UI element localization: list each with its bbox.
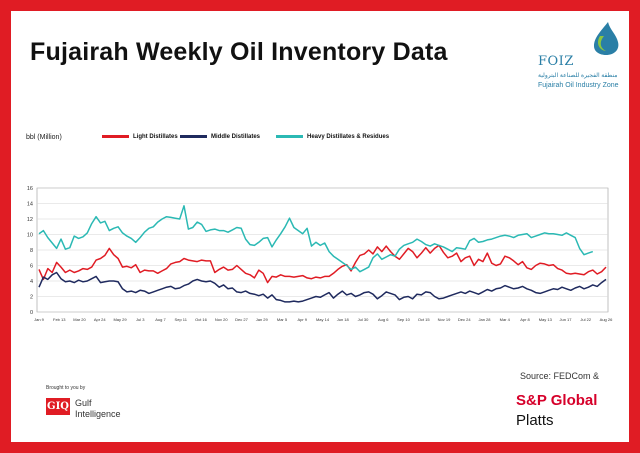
x-tick-label: Apr 24 xyxy=(94,317,107,322)
x-tick-label: Jul 22 xyxy=(580,317,591,322)
foiz-logo: FOIZ منطقة الفجيرة للصناعة البترولية Fuj… xyxy=(530,20,628,100)
y-tick-label: 12 xyxy=(27,217,33,223)
x-tick-label: Aug 6 xyxy=(378,317,389,322)
x-tick-label: Nov 20 xyxy=(215,317,228,322)
x-tick-label: Sep 10 xyxy=(397,317,410,322)
x-tick-label: May 29 xyxy=(113,317,127,322)
x-tick-label: Jan 28 xyxy=(478,317,491,322)
y-tick-label: 4 xyxy=(30,279,33,285)
x-tick-label: Dec 27 xyxy=(235,317,248,322)
content-panel xyxy=(11,11,629,442)
x-tick-label: Feb 13 xyxy=(53,317,66,322)
foiz-arabic-name: منطقة الفجيرة للصناعة البترولية xyxy=(538,73,618,79)
x-tick-label: Jun 18 xyxy=(337,317,350,322)
x-tick-label: May 14 xyxy=(316,317,330,322)
x-tick-label: Jan 29 xyxy=(256,317,269,322)
x-tick-label: Apr 9 xyxy=(297,317,307,322)
legend-swatch-heavy xyxy=(276,134,303,138)
x-tick-label: Jan 9 xyxy=(34,317,45,322)
y-tick-label: 2 xyxy=(30,295,33,301)
y-tick-label: 16 xyxy=(27,186,33,192)
x-tick-label: Nov 19 xyxy=(438,317,451,322)
legend-label-light: Light Distillates xyxy=(133,134,178,140)
y-tick-label: 6 xyxy=(30,264,33,270)
y-tick-label: 8 xyxy=(30,248,33,254)
x-tick-label: Aug 7 xyxy=(155,317,166,322)
series-line-middle xyxy=(38,271,607,303)
gi-mark: GIQ xyxy=(46,398,70,415)
x-tick-label: Oct 16 xyxy=(195,317,208,322)
y-tick-label: 14 xyxy=(27,202,33,208)
x-tick-label: Jun 17 xyxy=(559,317,572,322)
x-tick-label: Sep 11 xyxy=(175,317,188,322)
y-tick-label: 0 xyxy=(30,310,33,316)
x-tick-label: Aug 26 xyxy=(600,317,613,322)
gi-name-line2: Intelligence xyxy=(75,409,121,419)
x-tick-label: May 13 xyxy=(539,317,553,322)
legend-item-light: Light Distillates xyxy=(102,134,178,140)
legend-label-middle: Middle Distillates xyxy=(211,134,261,140)
brought-by-label: Brought to you by xyxy=(46,385,86,391)
page-title: Fujairah Weekly Oil Inventory Data xyxy=(30,38,448,66)
series-line-heavy xyxy=(38,205,594,273)
x-tick-label: Jul 30 xyxy=(358,317,369,322)
sp-global-logo: S&P Global xyxy=(516,392,598,409)
series-line-light xyxy=(38,244,607,284)
foiz-english-name: Fujairah Oil Industry Zone xyxy=(538,82,619,89)
foiz-name: FOIZ xyxy=(538,54,574,69)
gi-name-line1: Gulf xyxy=(75,398,92,408)
x-tick-label: Mar 20 xyxy=(73,317,86,322)
legend-swatch-light xyxy=(102,134,129,138)
gulf-intelligence-logo: GIQ Gulf Intelligence xyxy=(46,396,136,426)
x-tick-label: Jul 3 xyxy=(136,317,145,322)
x-tick-label: Dec 24 xyxy=(458,317,471,322)
legend-swatch-middle xyxy=(180,134,207,138)
source-label: Source: FEDCom & xyxy=(520,371,600,381)
y-axis-label: bbl (Million) xyxy=(26,134,62,141)
platts-logo: Platts xyxy=(516,412,554,429)
x-tick-label: Mar 5 xyxy=(277,317,288,322)
legend-item-middle: Middle Distillates xyxy=(180,134,260,140)
legend-label-heavy: Heavy Distillates & Residues xyxy=(307,134,390,140)
x-tick-label: Apr 8 xyxy=(520,317,530,322)
legend-item-heavy: Heavy Distillates & Residues xyxy=(276,134,389,140)
foiz-drop-icon xyxy=(594,22,619,55)
y-tick-label: 10 xyxy=(27,233,33,239)
x-tick-label: Oct 15 xyxy=(418,317,431,322)
x-tick-label: Mar 4 xyxy=(500,317,511,322)
